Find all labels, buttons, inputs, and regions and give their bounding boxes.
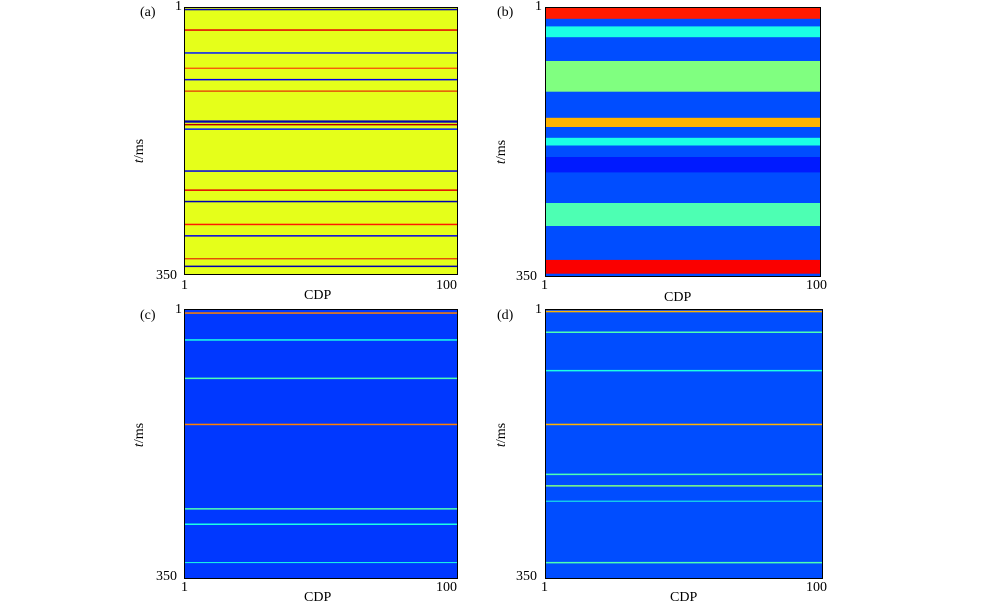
x-tick-label: 1 — [541, 580, 548, 595]
y-tick-label: 1 — [175, 302, 182, 317]
heatmap-svg — [546, 8, 820, 276]
y-axis-label: t/ms — [494, 139, 510, 165]
heatmap-svg — [546, 310, 822, 578]
heatmap-background — [185, 8, 457, 274]
heatmap-band — [185, 423, 457, 426]
heatmap-band — [185, 67, 457, 69]
heatmap-band — [185, 128, 457, 130]
heatmap-band — [185, 90, 457, 92]
heatmap-band — [185, 265, 457, 268]
y-tick-label: 350 — [516, 569, 537, 584]
heatmap-band — [546, 331, 822, 333]
heatmap-band — [185, 8, 457, 11]
x-tick-label: 1 — [181, 278, 188, 293]
heatmap-plot — [545, 309, 823, 579]
heatmap-band — [185, 258, 457, 260]
heatmap-band — [185, 29, 457, 31]
heatmap-band — [546, 117, 820, 127]
y-axis-label: t/ms — [132, 422, 148, 448]
heatmap-band — [185, 120, 457, 123]
heatmap-band — [185, 523, 457, 525]
heatmap-band — [546, 485, 822, 487]
heatmap-band — [185, 562, 457, 564]
heatmap-band — [546, 369, 822, 372]
panel-label: (a) — [140, 5, 156, 20]
heatmap-plot — [545, 7, 821, 277]
x-tick-label: 100 — [806, 278, 827, 293]
heatmap-background — [546, 310, 822, 578]
heatmap-svg — [185, 310, 457, 578]
heatmap-band — [185, 123, 457, 126]
y-tick-label: 350 — [156, 268, 177, 283]
panel-label: (b) — [497, 5, 514, 20]
heatmap-band — [546, 157, 820, 173]
x-tick-label: 1 — [181, 580, 188, 595]
panel-label: (c) — [140, 308, 156, 323]
x-tick-label: 1 — [541, 278, 548, 293]
heatmap-band — [185, 189, 457, 191]
heatmap-band — [185, 508, 457, 510]
heatmap-plot — [184, 309, 458, 579]
x-axis-label: CDP — [304, 288, 332, 303]
y-axis-label: t/ms — [132, 138, 148, 164]
y-tick-label: 1 — [535, 0, 542, 14]
heatmap-band — [546, 203, 820, 226]
y-tick-label: 350 — [516, 269, 537, 284]
y-tick-label: 350 — [156, 569, 177, 584]
y-tick-label: 1 — [175, 0, 182, 14]
y-tick-label: 1 — [535, 302, 542, 317]
panel-label: (d) — [497, 308, 514, 323]
heatmap-band — [546, 473, 822, 476]
heatmap-band — [546, 500, 822, 502]
heatmap-band — [546, 259, 820, 274]
heatmap-band — [546, 310, 822, 313]
heatmap-band — [546, 26, 820, 38]
heatmap-band — [546, 61, 820, 92]
heatmap-band — [185, 170, 457, 172]
y-axis-label: t/ms — [494, 422, 510, 448]
heatmap-band — [546, 8, 820, 19]
x-axis-label: CDP — [670, 590, 698, 605]
x-axis-label: CDP — [304, 590, 332, 605]
heatmap-band — [546, 423, 822, 426]
heatmap-band — [185, 78, 457, 81]
heatmap-band — [185, 223, 457, 226]
heatmap-plot — [184, 7, 458, 275]
heatmap-band — [185, 312, 457, 314]
heatmap-svg — [185, 8, 457, 274]
heatmap-band — [185, 235, 457, 237]
x-tick-label: 100 — [436, 580, 457, 595]
heatmap-background — [185, 310, 457, 578]
x-axis-label: CDP — [664, 290, 692, 305]
heatmap-band — [546, 561, 822, 564]
heatmap-band — [185, 339, 457, 341]
x-tick-label: 100 — [436, 278, 457, 293]
heatmap-band — [546, 137, 820, 146]
heatmap-band — [185, 377, 457, 380]
heatmap-band — [185, 52, 457, 54]
x-tick-label: 100 — [806, 580, 827, 595]
heatmap-band — [185, 200, 457, 203]
